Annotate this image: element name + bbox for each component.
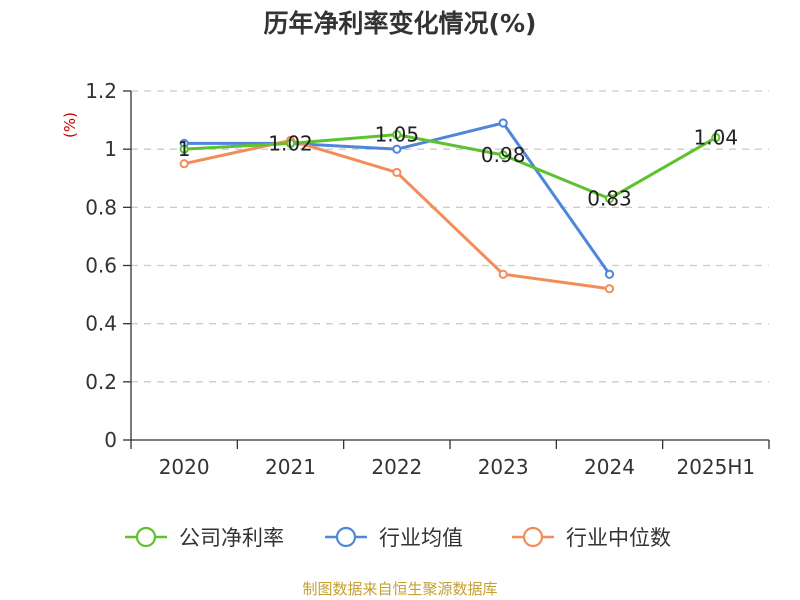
data-point xyxy=(392,167,402,178)
data-point xyxy=(711,132,721,143)
x-tick-label: 2021 xyxy=(265,455,316,479)
series-line xyxy=(184,133,717,201)
data-point xyxy=(392,144,402,154)
legend-label: 行业均值 xyxy=(379,526,463,550)
source-note: 制图数据来自恒生聚源数据库 xyxy=(302,580,498,598)
y-tick-label: 0.6 xyxy=(85,254,117,278)
x-tick-label: 2020 xyxy=(159,455,210,479)
chart-title: 历年净利率变化情况(%) xyxy=(263,9,537,38)
y-tick-label: 0.4 xyxy=(85,312,117,336)
legend-label: 公司净利率 xyxy=(179,526,284,550)
legend-swatch-marker xyxy=(335,526,357,548)
data-point xyxy=(179,159,189,169)
data-label: 0.83 xyxy=(587,187,632,211)
data-point xyxy=(604,284,615,294)
data-label: 1.04 xyxy=(694,126,739,150)
data-point xyxy=(604,194,615,204)
y-tick-label: 1.2 xyxy=(85,79,117,103)
data-label: 0.98 xyxy=(481,143,526,167)
y-tick-label: 0.2 xyxy=(85,370,117,394)
data-labels: 1 1.02 1.05 0.98 0.83 1.04 xyxy=(178,123,738,211)
data-point xyxy=(498,269,508,279)
series-line xyxy=(183,138,610,291)
data-point xyxy=(179,144,189,154)
y-tick-label: 0 xyxy=(104,428,117,452)
data-label: 1.05 xyxy=(375,123,420,147)
series-lines xyxy=(179,118,721,294)
legend-swatch-marker xyxy=(522,526,544,548)
data-point xyxy=(498,118,508,128)
x-tick-label: 2022 xyxy=(371,455,422,479)
y-tick-label: 0.8 xyxy=(85,195,117,219)
data-point xyxy=(498,150,508,160)
x-tick-label: 2024 xyxy=(584,455,635,479)
y-tick-label: 1 xyxy=(104,137,117,161)
x-tick-label: 2023 xyxy=(478,455,529,479)
legend: 公司净利率 行业均值 行业中位数 xyxy=(125,526,671,550)
grid-lines xyxy=(131,90,769,383)
x-tick-label: 2025H1 xyxy=(676,455,755,479)
data-point xyxy=(285,138,296,148)
data-point xyxy=(604,269,615,279)
axes: 0 0.2 0.4 0.6 0.8 1 1.2 2020 2021 2022 2023 2024 202… xyxy=(61,79,770,479)
legend-swatch-marker xyxy=(135,526,157,548)
legend-label: 行业中位数 xyxy=(566,526,671,550)
y-axis-unit-label: (%) xyxy=(61,112,79,138)
data-label: 1.02 xyxy=(268,131,313,155)
data-label: 1 xyxy=(178,137,191,161)
data-point xyxy=(392,130,402,140)
